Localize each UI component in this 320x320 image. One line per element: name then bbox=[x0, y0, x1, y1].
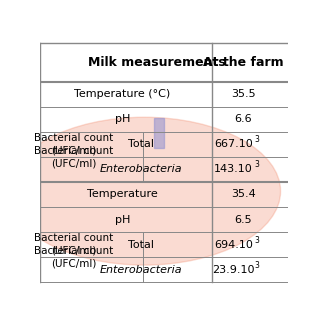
Text: 6.6: 6.6 bbox=[235, 114, 252, 124]
Bar bbox=[154, 118, 164, 148]
Text: Bacterial count
(UFC/ml): Bacterial count (UFC/ml) bbox=[34, 133, 114, 156]
Text: 694.10: 694.10 bbox=[214, 240, 253, 250]
Text: 3: 3 bbox=[255, 135, 260, 144]
Text: 35.4: 35.4 bbox=[231, 189, 256, 199]
Text: 23.9.10: 23.9.10 bbox=[212, 265, 255, 275]
Text: pH: pH bbox=[115, 114, 130, 124]
Text: 35.5: 35.5 bbox=[231, 89, 256, 99]
Text: Enterobacteria: Enterobacteria bbox=[100, 164, 182, 174]
Text: 3: 3 bbox=[255, 261, 260, 270]
Text: Temperature (°C): Temperature (°C) bbox=[75, 89, 171, 99]
Text: 6.5: 6.5 bbox=[235, 215, 252, 225]
Text: Milk measurements: Milk measurements bbox=[88, 56, 226, 69]
Text: At the farm: At the farm bbox=[203, 56, 284, 69]
Text: Temperature: Temperature bbox=[87, 189, 158, 199]
Text: Enterobacteria: Enterobacteria bbox=[100, 265, 182, 275]
Text: Bacterial count
(UFC/ml): Bacterial count (UFC/ml) bbox=[34, 146, 114, 168]
Text: Bacterial count
(UFC/ml): Bacterial count (UFC/ml) bbox=[34, 246, 114, 268]
Text: 3: 3 bbox=[255, 236, 260, 245]
Text: Bacterial count
(UFC/ml): Bacterial count (UFC/ml) bbox=[34, 234, 114, 256]
Text: Total: Total bbox=[128, 240, 154, 250]
Text: 143.10: 143.10 bbox=[214, 164, 253, 174]
Text: pH: pH bbox=[115, 215, 130, 225]
Text: 667.10: 667.10 bbox=[214, 139, 253, 149]
Text: Total: Total bbox=[128, 139, 154, 149]
Ellipse shape bbox=[8, 117, 281, 265]
Text: 3: 3 bbox=[255, 160, 260, 169]
